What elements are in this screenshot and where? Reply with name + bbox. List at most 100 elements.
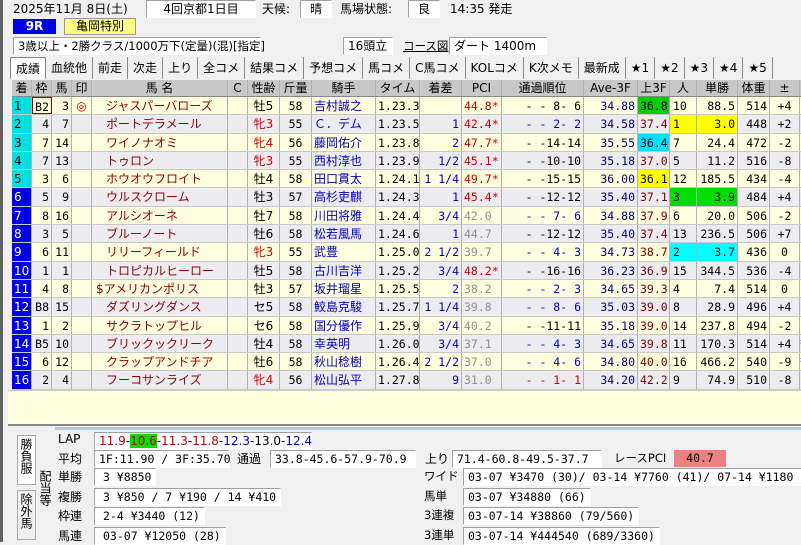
lap-sep: - [281, 434, 286, 448]
table-row[interactable]: 10 1 1 トロピカルヒーロー 牡5 58 古川吉洋 1.25.2 3/4 48.2* - -16… [12, 261, 801, 280]
cell-l3f: 36.4 [638, 133, 670, 151]
cell-frame: B5 [32, 334, 52, 353]
cell-wt: 57 [280, 279, 312, 298]
table-row[interactable]: 11 4 8 $アメリカンポリス 牡3 57 坂井瑠星 1.25.5 2 38.2- - 2- 3… [12, 279, 801, 299]
weather: 晴 [300, 0, 332, 18]
table-row[interactable]: 3 7 14 ワイノナオミ 牝4 56 藤岡佑介 1.23.8 2 47.7* - -14-14 35… [12, 133, 801, 152]
tab-13[interactable]: ★1 [626, 57, 656, 79]
cell-body: 436 [738, 243, 770, 261]
column-header[interactable]: 通過順位 [502, 80, 584, 96]
tab-1[interactable]: 血統他 [46, 57, 94, 79]
tab-6[interactable]: 結果コメ [245, 57, 305, 79]
cell-diff: -9 [770, 353, 800, 371]
tab-10[interactable]: KOLコメ [466, 57, 524, 79]
table-row[interactable]: 13 1 2 サクラトップヒル セ6 58 国分優作 1.25.9 3/4 40.2- -11-1… [12, 316, 801, 335]
column-header[interactable]: 着 [12, 80, 32, 96]
column-header[interactable]: 斤量 [280, 80, 312, 96]
cell-pop: 2 [670, 243, 697, 261]
column-header[interactable]: PCI [462, 80, 502, 96]
cell-diff: -2 [770, 316, 800, 334]
table-row[interactable]: 14 B5 10 ブリックックリーク 牡4 58 幸英明 1.26.0 3/4 37.1- - 4… [12, 334, 801, 354]
tab-12[interactable]: 最新成 [579, 57, 626, 79]
cell-pci: 40.2 [462, 316, 502, 334]
cell-c [228, 316, 248, 334]
payout-label: 3連単 [424, 527, 455, 542]
tab-16[interactable]: ★4 [714, 57, 744, 79]
cell-jockey: 武豊 [312, 243, 376, 261]
side-tab-scratched[interactable]: 除外馬 [17, 490, 36, 540]
table-row[interactable]: 1 B2 3 ◎ ジャスパーバローズ 牡5 58 吉村誠之 1.23.3 44.8* - - 8- … [12, 97, 801, 116]
column-header[interactable]: 性齢 [248, 80, 280, 96]
column-header[interactable]: C [228, 80, 248, 96]
column-header[interactable]: 着差 [420, 80, 462, 96]
column-header[interactable]: 馬 名 [92, 80, 228, 96]
column-header[interactable]: 印 [72, 80, 92, 96]
tab-17[interactable]: ★5 [743, 57, 773, 79]
window-edge [0, 0, 3, 542]
tab-bar: 成績 血統他 前走 次走 上り 全コメ 結果コメ 予想コメ 馬コメ C馬コメ KOLコメ K次メモ 最新… [10, 57, 773, 79]
cell-ave: 34.65 [584, 279, 638, 298]
table-row[interactable]: 9 6 11 リリーフィールド 牝3 55 武豊 1.25.0 2 1/2 39.7- - 4- … [12, 243, 801, 262]
tab-11[interactable]: K次メモ [524, 57, 579, 79]
side-tab-silks[interactable]: 勝負服 [17, 435, 36, 485]
cell-name: トロピカルヒーロー [92, 261, 228, 279]
course-map-link[interactable]: コース図 [403, 39, 449, 53]
cell-sex: 牡5 [248, 97, 280, 115]
cell-wt: 55 [280, 151, 312, 170]
cell-sex: 牡3 [248, 188, 280, 206]
cell-odds: 3.9 [697, 188, 738, 206]
table-header: 着枠馬印馬 名 C 性齢 斤量 騎手 タイム 着差 PCI 通過順位 Ave-3F 上3F 人単勝 体重… [12, 80, 801, 97]
cell-c [228, 115, 248, 133]
cell-num: 3 [52, 97, 72, 115]
table-empty-area [8, 390, 801, 426]
cell-pop: 12 [670, 170, 697, 188]
table-row[interactable]: 5 3 6 ホウオウフロイト 牡4 58 田口貫太 1.24.1 1 1/4 49.7* - -15… [12, 170, 801, 189]
payout-label: 複勝 [58, 489, 83, 504]
column-header[interactable]: 体重 [738, 80, 770, 96]
column-header[interactable]: ± [770, 80, 800, 96]
tab-5[interactable]: 全コメ [198, 57, 246, 79]
cell-diff: +4 [770, 188, 800, 206]
tab-3[interactable]: 次走 [128, 57, 164, 79]
cell-frame: B8 [32, 298, 52, 316]
cell-sex: 牝3 [248, 243, 280, 261]
tab-0[interactable]: 成績 [10, 57, 47, 79]
column-header[interactable]: 馬 [52, 80, 72, 96]
table-row[interactable]: 8 3 5 ブルーノート 牡6 58 松若風馬 1.24.6 1 44.7- -12-12 35.4… [12, 225, 801, 244]
column-header[interactable]: 人 [670, 80, 697, 96]
column-header[interactable]: タイム [376, 80, 420, 96]
column-header[interactable]: 枠 [32, 80, 52, 96]
cell-pos: 8 [12, 225, 32, 243]
lap-sep: - [125, 434, 131, 448]
table-row[interactable]: 4 7 13 トゥロン 牝3 55 西村淳也 1.23.9 1/2 45.1* - -10-10 35… [12, 151, 801, 171]
cell-pop: 4 [670, 279, 697, 298]
tab-14[interactable]: ★2 [655, 57, 685, 79]
cell-num: 10 [52, 334, 72, 353]
lap-value: 13.0 [254, 434, 282, 448]
column-header[interactable]: 上3F [638, 80, 670, 96]
table-row[interactable]: 15 6 12 クラップアンドチア 牡6 58 秋山稔樹 1.26.4 2 1/2 37.0- -… [12, 353, 801, 372]
payout-value: 2-4 ¥3440 (12) [94, 507, 205, 525]
cell-body: 514 [738, 97, 770, 115]
lap-value: 11.3 [161, 434, 188, 448]
table-row[interactable]: 6 5 9 ウルスクローム 牡3 57 高杉吏麒 1.24.3 1 45.4* - -12-12 35… [12, 188, 801, 207]
column-header[interactable]: 単勝 [697, 80, 738, 96]
cell-wt: 56 [280, 371, 312, 389]
column-header[interactable]: Ave-3F [584, 80, 638, 96]
tab-15[interactable]: ★3 [685, 57, 714, 79]
tab-9[interactable]: C馬コメ [410, 57, 466, 79]
tab-4[interactable]: 上り [163, 57, 199, 79]
cell-l3f: 39.0 [638, 298, 670, 316]
column-header[interactable]: 騎手 [312, 80, 376, 96]
cell-wt: 57 [280, 188, 312, 206]
payout-value: 3 ¥8850 [94, 468, 157, 486]
tab-8[interactable]: 馬コメ [363, 57, 411, 79]
tab-7[interactable]: 予想コメ [304, 57, 364, 79]
cell-body: 510 [738, 371, 770, 389]
tab-2[interactable]: 前走 [93, 57, 129, 79]
meeting: 4回京都1日目 [146, 0, 256, 18]
table-row[interactable]: 12 B8 15 ダズリングダンス セ5 58 鮫島克駿 1.25.7 1 1/4 39.8- -… [12, 298, 801, 317]
